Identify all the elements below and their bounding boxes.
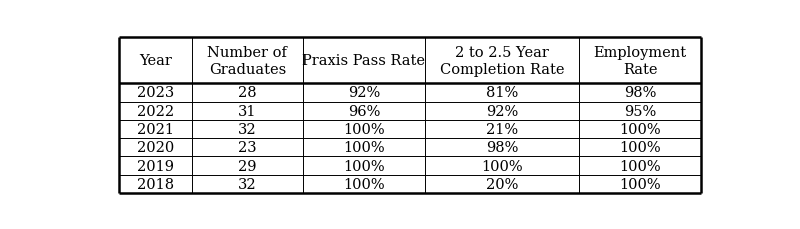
Text: 98%: 98% <box>486 141 518 155</box>
Text: Praxis Pass Rate: Praxis Pass Rate <box>302 54 426 68</box>
Text: 32: 32 <box>238 177 257 191</box>
Text: 20%: 20% <box>486 177 518 191</box>
Text: Number of
Graduates: Number of Graduates <box>207 45 287 76</box>
Text: 23: 23 <box>238 141 257 155</box>
Text: 100%: 100% <box>343 159 385 173</box>
Text: 2020: 2020 <box>137 141 174 155</box>
Text: 28: 28 <box>238 86 257 100</box>
Text: 100%: 100% <box>619 123 661 136</box>
Text: Employment
Rate: Employment Rate <box>594 45 686 76</box>
Text: 2023: 2023 <box>137 86 174 100</box>
Text: 100%: 100% <box>343 177 385 191</box>
Text: 100%: 100% <box>343 123 385 136</box>
Text: 100%: 100% <box>619 159 661 173</box>
Text: 29: 29 <box>238 159 257 173</box>
Text: 100%: 100% <box>619 141 661 155</box>
Text: 98%: 98% <box>624 86 656 100</box>
Text: 92%: 92% <box>348 86 380 100</box>
Text: Year: Year <box>139 54 172 68</box>
Text: 96%: 96% <box>348 104 380 118</box>
Text: 2022: 2022 <box>137 104 174 118</box>
Text: 2021: 2021 <box>137 123 174 136</box>
Text: 81%: 81% <box>486 86 518 100</box>
Text: 92%: 92% <box>486 104 518 118</box>
Text: 21%: 21% <box>486 123 518 136</box>
Text: 2019: 2019 <box>137 159 174 173</box>
Text: 32: 32 <box>238 123 257 136</box>
Text: 2 to 2.5 Year
Completion Rate: 2 to 2.5 Year Completion Rate <box>440 45 564 76</box>
Text: 31: 31 <box>238 104 257 118</box>
Text: 95%: 95% <box>624 104 656 118</box>
Text: 100%: 100% <box>619 177 661 191</box>
Text: 100%: 100% <box>482 159 523 173</box>
Text: 2018: 2018 <box>137 177 174 191</box>
Text: 100%: 100% <box>343 141 385 155</box>
